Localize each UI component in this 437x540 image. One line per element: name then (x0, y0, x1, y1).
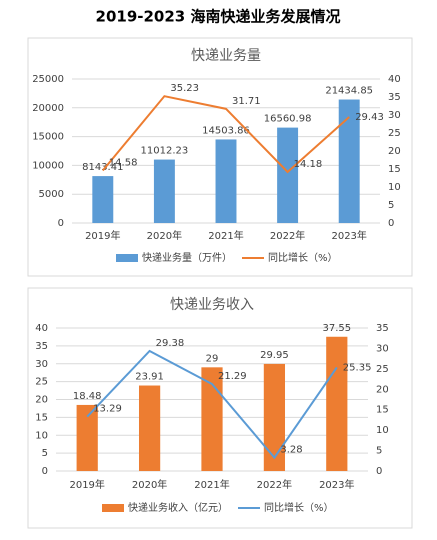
x-tick-label: 2022年 (270, 229, 305, 242)
line-value-label: 3.28 (280, 445, 302, 456)
x-tick-label: 2020年 (132, 478, 167, 491)
chart-title: 快递业务量 (191, 48, 261, 64)
x-tick-label: 2022年 (257, 478, 292, 491)
bar-value-label: 23.91 (135, 372, 164, 383)
y-tick-label: 15000 (32, 132, 64, 143)
bar (326, 336, 348, 471)
bar (338, 99, 360, 223)
x-tick-label: 2021年 (194, 478, 229, 491)
bar (76, 404, 98, 471)
y2-tick-label: 10 (376, 425, 389, 436)
line (102, 95, 350, 174)
y-tick-label: 20 (35, 395, 48, 406)
y2-tick-label: 0 (388, 218, 394, 229)
bar (215, 139, 237, 223)
y2-tick-label: 30 (388, 110, 401, 121)
legend-label: 快递业务收入（亿元） (128, 501, 228, 514)
x-tick-label: 2021年 (208, 229, 243, 242)
y2-tick-label: 5 (376, 446, 382, 457)
legend-swatch (116, 254, 138, 262)
bar (92, 176, 114, 223)
legend-swatch (102, 504, 124, 512)
line (86, 349, 338, 460)
bar-value-label: 37.55 (322, 323, 351, 334)
y2-tick-label: 15 (388, 164, 401, 175)
y2-tick-label: 20 (388, 146, 401, 157)
y2-tick-label: 40 (388, 74, 401, 85)
page-title: 2019-2023 海南快递业务发展情况 (96, 8, 341, 26)
y2-tick-label: 0 (376, 466, 382, 477)
line-value-label: 13.29 (93, 404, 122, 415)
bar-value-label: 29.95 (260, 350, 289, 361)
y-tick-label: 25 (35, 377, 48, 388)
y2-tick-label: 35 (388, 92, 401, 103)
y-tick-label: 5 (42, 448, 48, 459)
y-tick-label: 15 (35, 412, 48, 423)
line-value-label: 14.58 (109, 158, 138, 169)
y-tick-label: 25000 (32, 74, 64, 85)
y-tick-label: 5000 (39, 189, 64, 200)
x-tick-label: 2019年 (69, 478, 104, 491)
line-value-label: 25.35 (343, 362, 372, 373)
bar (138, 385, 161, 471)
y-tick-label: 0 (42, 466, 48, 477)
line-value-label: 35.23 (170, 83, 199, 94)
y2-tick-label: 10 (388, 182, 401, 193)
bar-value-label: 14503.86 (202, 125, 250, 136)
y-tick-label: 0 (58, 218, 64, 229)
legend-label: 同比增长（%） (268, 251, 338, 264)
bar-value-label: 21434.85 (325, 86, 373, 97)
y-tick-label: 10 (35, 430, 48, 441)
y2-tick-label: 30 (376, 343, 389, 354)
bar (263, 363, 286, 471)
y-tick-label: 20000 (32, 103, 64, 114)
chart-frame (27, 287, 413, 529)
line-value-label: 21.29 (218, 371, 247, 382)
y2-tick-label: 20 (376, 384, 389, 395)
x-tick-label: 2019年 (85, 229, 120, 242)
bar-value-label: 18.48 (73, 391, 102, 402)
bar-value-label: 16560.98 (264, 114, 312, 125)
y-tick-label: 30 (35, 359, 48, 370)
y2-tick-label: 25 (376, 364, 389, 375)
y2-tick-label: 35 (376, 323, 389, 334)
y2-tick-label: 25 (388, 128, 401, 139)
y-tick-label: 10000 (32, 160, 64, 171)
bar-value-label: 8143.41 (82, 162, 123, 173)
bar (277, 127, 299, 223)
y-tick-label: 35 (35, 341, 48, 352)
bar-value-label: 29 (206, 353, 219, 364)
line-value-label: 14.18 (294, 159, 323, 170)
x-tick-label: 2020年 (147, 229, 182, 242)
chart-frame (27, 37, 413, 277)
bar-value-label: 11012.23 (141, 146, 189, 157)
y-tick-label: 40 (35, 323, 48, 334)
bar (201, 367, 223, 471)
legend-label: 同比增长（%） (264, 501, 334, 514)
chart-title: 快递业务收入 (170, 297, 254, 313)
line-value-label: 31.71 (232, 96, 261, 107)
bar (153, 159, 175, 223)
legend-label: 快递业务量（万件） (142, 251, 232, 264)
y2-tick-label: 15 (376, 405, 389, 416)
line-value-label: 29.43 (355, 112, 384, 123)
x-tick-label: 2023年 (319, 478, 354, 491)
x-tick-label: 2023年 (331, 229, 366, 242)
line-value-label: 29.38 (156, 338, 185, 349)
y2-tick-label: 5 (388, 200, 394, 211)
